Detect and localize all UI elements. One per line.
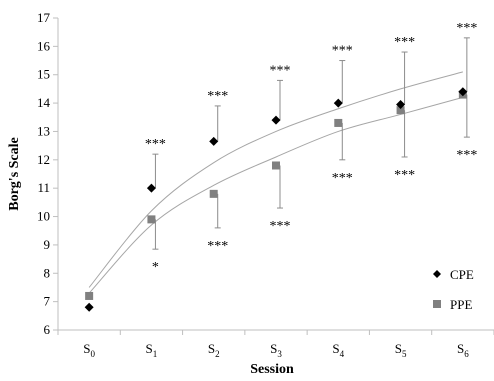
significance-ppe: *** <box>207 239 228 254</box>
x-tick-label: S6 <box>457 341 469 359</box>
significance-cpe: *** <box>332 44 353 59</box>
y-axis-title: Borg's Scale <box>7 137 22 211</box>
y-tick-label: 17 <box>37 10 51 25</box>
ppe-marker <box>85 291 94 300</box>
significance-cpe: *** <box>145 137 166 152</box>
y-tick-label: 16 <box>37 38 51 53</box>
y-tick-label: 12 <box>37 152 50 167</box>
error-bars <box>152 37 470 250</box>
ppe-marker <box>147 215 156 224</box>
tick-labels: 6 7 8 9 10 11 12 13 14 15 16 17 S0 S1 S2 S3 S4 S5 S6 <box>37 10 469 359</box>
y-tick-label: 13 <box>37 123 50 138</box>
ppe-marker <box>396 106 405 115</box>
significance-ppe: * <box>152 260 159 275</box>
legend-diamond-marker <box>433 270 441 278</box>
x-tick-label: S0 <box>83 341 95 359</box>
significance-ppe: *** <box>270 219 291 234</box>
x-tick-label: S4 <box>332 341 344 359</box>
legend-label-ppe: PPE <box>450 297 472 312</box>
cpe-marker <box>209 136 219 146</box>
y-tick-label: 8 <box>44 265 51 280</box>
y-tick-label: 14 <box>37 95 51 110</box>
legend-square-marker <box>433 300 441 308</box>
cpe-marker <box>458 87 468 97</box>
x-tick-label: S1 <box>146 341 158 359</box>
x-tick-label: S2 <box>208 341 220 359</box>
cpe-marker <box>84 302 94 312</box>
cpe-marker <box>333 98 343 108</box>
y-tick-label: 15 <box>37 67 50 82</box>
cpe-marker <box>146 183 156 193</box>
ppe-marker <box>209 189 218 198</box>
y-tick-label: 9 <box>44 237 51 252</box>
significance-cpe: *** <box>394 35 415 50</box>
data-markers <box>84 87 468 312</box>
significance-ppe: *** <box>394 168 415 183</box>
x-axis-title: Session <box>250 362 294 377</box>
fit-curves <box>88 71 463 294</box>
legend-item-ppe: PPE <box>433 297 472 312</box>
y-tick-label: 11 <box>37 180 50 195</box>
significance-cpe: *** <box>207 89 228 104</box>
legend: CPE PPE <box>433 267 474 312</box>
y-tick-label: 10 <box>37 209 50 224</box>
significance-ppe: *** <box>332 171 353 186</box>
legend-label-cpe: CPE <box>450 267 474 282</box>
significance-cpe: *** <box>456 21 477 36</box>
x-tick-label: S5 <box>395 341 407 359</box>
ppe-marker <box>272 161 280 170</box>
y-tick-label: 7 <box>44 294 51 309</box>
fit-curve-cpe <box>88 71 463 288</box>
significance-cpe: *** <box>270 63 291 78</box>
cpe-marker <box>396 100 406 110</box>
cpe-marker <box>271 115 281 125</box>
fit-curve-ppe <box>88 96 463 294</box>
significance-labels: **************************** ****** <box>145 21 477 275</box>
axes <box>53 17 494 335</box>
legend-item-cpe: CPE <box>433 267 474 282</box>
x-tick-label: S3 <box>270 341 282 359</box>
y-tick-label: 6 <box>44 322 51 337</box>
ppe-marker <box>334 118 343 127</box>
significance-ppe: *** <box>456 148 477 163</box>
